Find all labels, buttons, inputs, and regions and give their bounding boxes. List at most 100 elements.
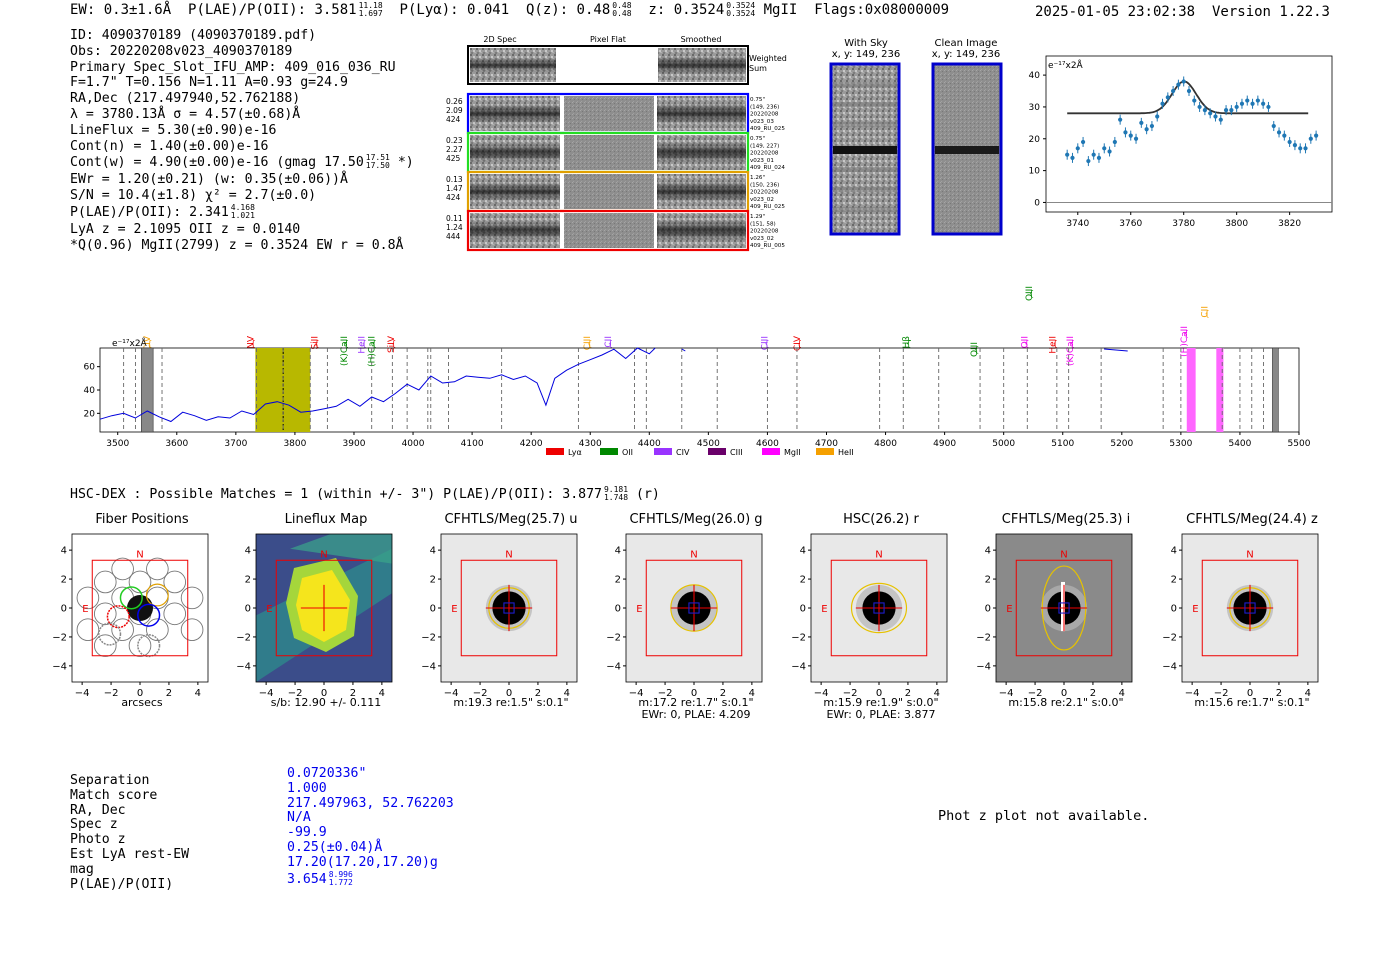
- qz-value: Q(z): 0.48: [525, 2, 611, 18]
- panel-x-tick-label: −4: [1185, 688, 1200, 699]
- panel-title: CFHTLS/Meg(26.0) g: [629, 512, 763, 527]
- spectrum-y-tick-label: 40: [84, 386, 96, 396]
- panel-x-tick-label: 0: [137, 688, 143, 699]
- cutout-row-left-label: 2.27: [446, 145, 463, 154]
- match-label: P(LAE)/P(OII): [70, 876, 174, 892]
- cutout-row-left-label: 425: [446, 154, 461, 163]
- match-label: mag: [70, 861, 94, 877]
- legend-label: HeII: [838, 448, 854, 457]
- cutout-2dspec-band: [470, 104, 560, 123]
- cutout-row-right-label: 409_RU_005: [750, 243, 785, 249]
- cutout-row-right-label: 0.75": [750, 136, 765, 142]
- zoom-data-point: [1266, 104, 1271, 110]
- panel-x-tick-label: 2: [166, 688, 172, 699]
- spectral-line-label: CIV: [143, 335, 153, 351]
- match-label: Est LyA rest-EW: [70, 846, 190, 862]
- zoom-data-point: [1271, 123, 1276, 129]
- spectrum-y-ticks: 20 40 60: [84, 363, 100, 419]
- cutout-row-left-label: 0.11: [446, 214, 463, 223]
- spectral-line-brace: {: [797, 339, 802, 348]
- version: Version 1.22.3: [1211, 4, 1330, 20]
- aperture-box: [275, 559, 373, 657]
- source-marker: [873, 602, 885, 614]
- info-line: λ = 3780.13Å σ = 4.57(±0.68)Å: [70, 106, 301, 122]
- header-bar: EW: 0.3±1.6Å P(LAE)/P(OII): 3.581 11.18 1.…: [70, 2, 949, 19]
- legend-label: OII: [622, 448, 633, 457]
- panel-y-tick-label: 2: [245, 575, 251, 586]
- spectrum-x-tick-label: 3500: [106, 439, 129, 449]
- legend-label: MgII: [784, 448, 801, 457]
- zoom-data-point: [1234, 104, 1239, 110]
- panel-y-tick-label: −2: [421, 632, 436, 643]
- match-value: -99.9: [287, 825, 327, 841]
- panel-x-tick-label: 2: [1090, 688, 1096, 699]
- cutout-row-right-label: v023_03: [750, 119, 774, 125]
- spectrum-legend: Lyα OII CIV CIII MgII HeII: [546, 448, 854, 457]
- panel-title: CFHTLS/Meg(25.7) u: [444, 512, 578, 527]
- zoom-data-point: [1149, 123, 1155, 129]
- panel-title: Fiber Positions: [95, 512, 189, 527]
- panel-title: CFHTLS/Meg(25.3) i: [1001, 512, 1131, 527]
- panel-x-tick-label: 4: [564, 688, 570, 699]
- info-line: Cont(n) = 1.40(±0.00)e-16: [70, 138, 269, 154]
- zoom-data-point: [1107, 149, 1112, 154]
- spectrum-x-tick-label: 5100: [1051, 439, 1074, 449]
- fiber-circle: [76, 586, 100, 610]
- cutout-row-right-label: 409_RU_025: [750, 204, 785, 210]
- zoom-y-tick-label: 0: [1034, 198, 1040, 208]
- spectrum-x-tick-label: 4400: [638, 439, 661, 449]
- spectral-line-brace: {: [906, 339, 911, 348]
- image-panel: N E −4 −4 −2 −2 0 0 2 2 4 4: [52, 533, 209, 699]
- panel-x-tick-label: −4: [75, 688, 90, 699]
- spectral-line-brace: {: [587, 339, 592, 348]
- cutout-row-left-label: 1.24: [446, 223, 463, 232]
- panel-y-tick-label: 0: [615, 604, 621, 615]
- zoom-y-ticks: 0 10 20 30 40: [1029, 71, 1046, 208]
- match-value: 1.000: [287, 780, 327, 796]
- source-ellipse: [850, 582, 908, 634]
- panel-x-tick-label: −4: [999, 688, 1014, 699]
- sky-stripes: [833, 82, 897, 212]
- fiber-circle: [163, 602, 187, 626]
- cutout-row-left-label: 424: [446, 193, 461, 202]
- zoom-data-point: [1245, 98, 1250, 103]
- spectrum-x-tick-label: 3700: [224, 439, 247, 449]
- zoom-data-point: [1144, 127, 1149, 132]
- panel-y-tick-label: 4: [1171, 546, 1177, 557]
- panel-title: HSC(26.2) r: [843, 512, 919, 527]
- clean-image-title: Clean Image x, y: 149, 236: [931, 38, 1001, 60]
- spectral-line-brace: {: [764, 339, 769, 348]
- panel-x-tick-label: 2: [350, 688, 356, 699]
- panel-y-tick-label: −2: [236, 632, 251, 643]
- zoom-data-point: [1123, 130, 1128, 135]
- fiber-circle: [128, 570, 152, 594]
- info-line: ID: 4090370189 (4090370189.pdf): [70, 28, 317, 43]
- panel-x-tick-label: 4: [195, 688, 201, 699]
- panel-caption: arcsecs: [34, 697, 250, 709]
- panel-y-tick-label: 0: [245, 604, 251, 615]
- panel-caption-line: m:15.6 re:1.7" s:0.1": [1194, 696, 1310, 709]
- panel-y-tick-label: −2: [976, 632, 991, 643]
- compass-east: E: [636, 604, 642, 615]
- spectral-line-brace: {: [1070, 339, 1075, 348]
- spectrum-x-tick-label: 4300: [579, 439, 602, 449]
- image-panel: N E −4 −4 −2 −2 0 0 2 2 4 4: [976, 533, 1133, 699]
- panel-y-tick-label: 2: [61, 575, 67, 586]
- fiber-circle: [93, 634, 117, 657]
- image-panel: N E −4 −4 −2 −2 0 0 2 2 4 4: [791, 533, 948, 699]
- panel-y-tick-label: −2: [1162, 632, 1177, 643]
- source-marker: [1058, 602, 1070, 614]
- cutout-row-right-label: (149, 227): [750, 143, 779, 149]
- zoom-y-tick-label: 20: [1029, 135, 1041, 145]
- spectrum-x-tick-label: 4700: [815, 439, 838, 449]
- hsc-dex-line: HSC-DEX : Possible Matches = 1 (within +…: [70, 485, 660, 503]
- panel-y-tick-label: 4: [61, 546, 67, 557]
- cutout-row-left-label: 1.47: [446, 184, 463, 193]
- compass-east: E: [1006, 604, 1012, 615]
- legend-swatch: [600, 448, 618, 455]
- aperture-box: [645, 559, 743, 657]
- panel-y-tick-label: 4: [800, 546, 806, 557]
- source-marker: [688, 602, 700, 614]
